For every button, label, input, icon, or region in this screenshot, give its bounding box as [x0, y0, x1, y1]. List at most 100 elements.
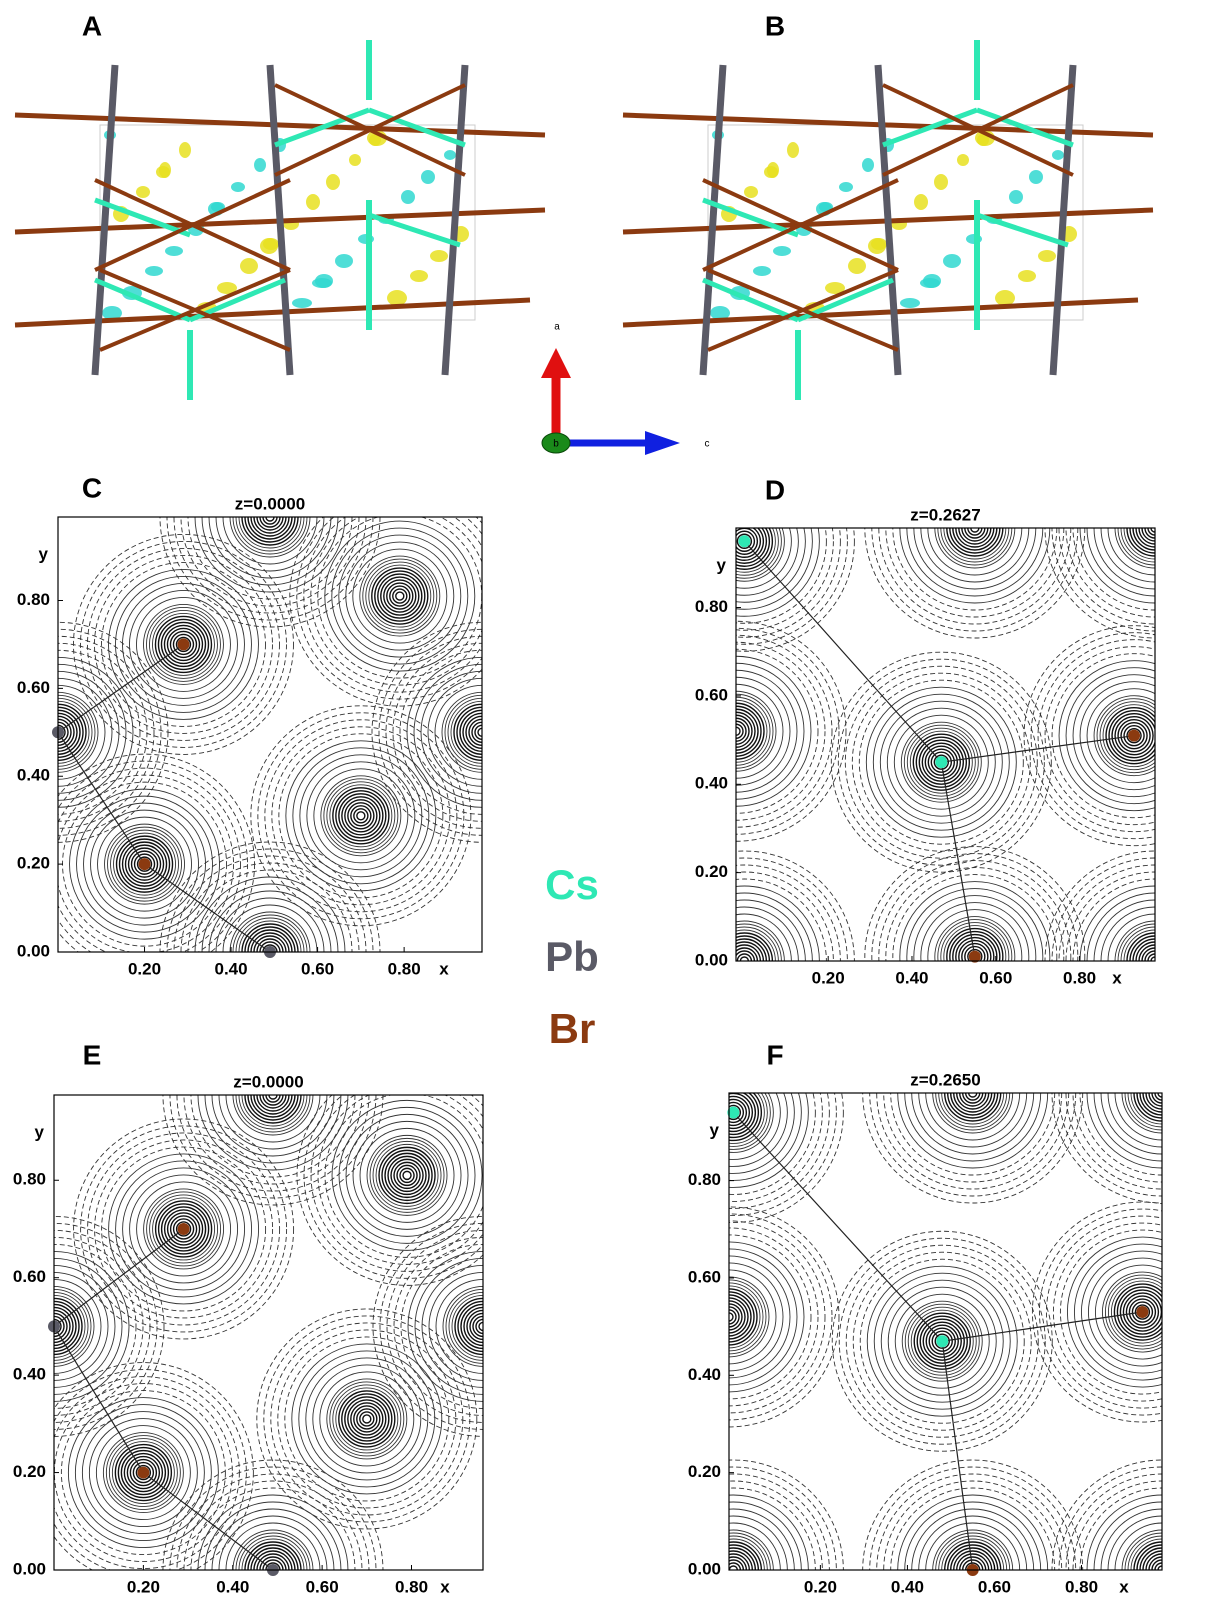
contour-line [346, 542, 454, 650]
density-blob [315, 274, 333, 288]
axis-label: a [554, 322, 560, 333]
density-blob [787, 142, 799, 158]
density-blob [753, 266, 771, 276]
contour-line [324, 779, 398, 853]
contour-line [272, 727, 450, 905]
contour-line [318, 514, 482, 678]
a-arrow [541, 348, 571, 378]
y-tick-label: 0.80 [695, 597, 728, 616]
panel-label: F [766, 1039, 783, 1070]
density-blob [263, 238, 279, 250]
x-tick-label: 0.80 [1065, 1577, 1098, 1596]
contour-line [363, 559, 437, 633]
density-blob [839, 182, 853, 192]
y-tick-label: 0.20 [688, 1462, 721, 1481]
contour-line [382, 1150, 432, 1200]
x-tick-label: 0.60 [979, 968, 1012, 987]
density-blob [767, 162, 779, 178]
x-tick-label: 0.60 [301, 959, 334, 978]
y-tick-label: 0.60 [17, 678, 50, 697]
contour-line [348, 803, 374, 829]
panel-label: D [765, 474, 785, 505]
density-blob [145, 266, 163, 276]
atom [935, 756, 947, 768]
y-tick-label: 0.80 [688, 1170, 721, 1189]
contour-line [314, 769, 408, 863]
contour-line [279, 734, 443, 898]
y-tick-label: 0.20 [695, 862, 728, 881]
contour-line [394, 1162, 420, 1188]
contour-line [387, 583, 413, 609]
density-blob [387, 290, 407, 306]
contour-line [1060, 1230, 1208, 1394]
y-tick-label: 0.00 [17, 941, 50, 960]
legend-entry: Pb [545, 933, 599, 980]
density-blob [1009, 190, 1023, 204]
y-axis-label: y [717, 555, 727, 574]
contour-line [297, 1065, 517, 1285]
y-axis-label: y [710, 1120, 720, 1139]
cs-bond [977, 215, 1068, 245]
contour-line [1101, 1509, 1208, 1613]
y-tick-label: 0.40 [688, 1365, 721, 1384]
x-tick-label: 0.40 [216, 1577, 249, 1596]
contour-line [320, 1372, 414, 1466]
density-blob [871, 238, 887, 250]
density-blob [934, 174, 948, 190]
plot-frame [58, 517, 482, 952]
contour-line [339, 535, 461, 657]
atom [1136, 1306, 1148, 1318]
pb-column [1053, 65, 1073, 375]
y-tick-label: 0.20 [13, 1462, 46, 1481]
contour-line [403, 1171, 411, 1179]
contour-line [278, 1330, 456, 1508]
x-axis-label: x [1119, 1577, 1129, 1596]
x-tick-label: 0.40 [215, 959, 248, 978]
bond [54, 1229, 184, 1326]
axis-label: b [553, 439, 559, 450]
contour-line [0, 1230, 150, 1422]
contour-line [304, 1072, 510, 1278]
contour-line [370, 1138, 444, 1212]
atom [177, 638, 189, 650]
density-blob [136, 186, 150, 198]
bond [58, 732, 145, 864]
density-blob [1018, 270, 1036, 282]
density-blob [444, 150, 456, 160]
density-blob [773, 246, 791, 256]
legend-entry: Br [549, 1005, 596, 1052]
x-tick-label: 0.60 [978, 1577, 1011, 1596]
x-tick-label: 0.80 [395, 1577, 428, 1596]
contour-line [360, 1412, 374, 1426]
y-tick-label: 0.40 [17, 766, 50, 785]
panel-label: B [765, 10, 785, 41]
contour-line [1046, 1216, 1208, 1408]
contour-line [393, 589, 407, 603]
x-axis-label: x [1112, 968, 1122, 987]
contour-line [258, 713, 464, 919]
density-blob [900, 298, 920, 308]
pb-column [703, 65, 723, 375]
x-tick-label: 0.80 [388, 959, 421, 978]
chart-title: z=0.2627 [910, 505, 980, 524]
contour-line [360, 1128, 454, 1222]
cs-bond [369, 215, 460, 245]
contour-line [332, 528, 468, 664]
contour-line [353, 549, 447, 643]
atom [738, 535, 750, 547]
atom [936, 1335, 948, 1347]
bond [54, 1326, 143, 1472]
contour-line [332, 1100, 482, 1250]
contour-line [0, 622, 168, 842]
x-tick-label: 0.40 [895, 968, 928, 987]
bond [145, 864, 270, 952]
contour-line [297, 493, 503, 699]
atom [178, 1223, 190, 1235]
atom [1128, 730, 1140, 742]
density-blob [923, 274, 941, 288]
contour-line [353, 1121, 461, 1229]
density-blob [914, 194, 928, 210]
crystal-panel [623, 40, 1153, 400]
contour-line [336, 791, 386, 841]
figure: a b c ABCDEFCsPbBrz=0.00000.200.400.600.… [0, 0, 1208, 1613]
